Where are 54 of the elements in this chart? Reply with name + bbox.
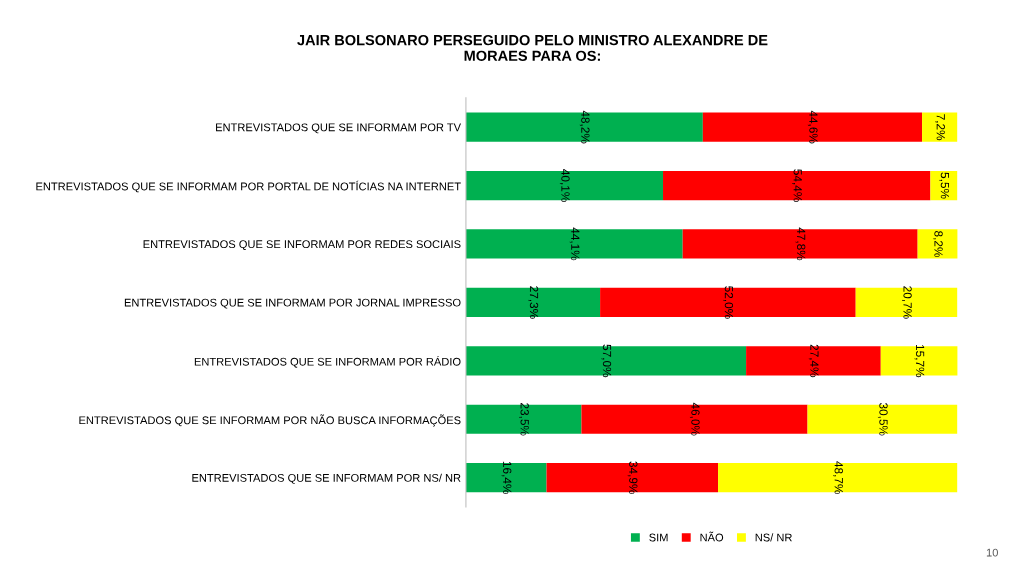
data-label: 8,2% (932, 231, 943, 258)
data-label: 44,6% (807, 110, 818, 144)
legend-label: SIM (649, 533, 668, 542)
data-label: 52,0% (723, 286, 734, 319)
bar (807, 404, 958, 434)
legend-label: NÃO (700, 531, 724, 542)
bar (702, 112, 923, 142)
bar (465, 229, 683, 259)
data-label: 16,4% (501, 461, 512, 494)
bar (880, 346, 958, 376)
data-label: 57,0% (601, 344, 612, 378)
legend-label: NS/ NR (755, 533, 792, 542)
y-tick-label: ENTREVISTADOS QUE SE INFORMAM POR NÃO BUSCA INFORMAÇÕES (79, 414, 461, 427)
bar (465, 404, 582, 434)
y-tick-label: ENTREVISTADOS QUE SE INFORMAM POR JORNAL IMPRESSO (124, 298, 461, 309)
chart-title: JAIR BOLSONARO PERSEGUIDO PELO MINISTRO ALEXANDRE DE MORAES PARA OS: (297, 34, 768, 61)
data-label: 40,1% (559, 169, 570, 202)
data-label: 7,2% (935, 114, 945, 141)
y-tick-label: ENTREVISTADOS QUE SE INFORMAM POR RÁDIO (194, 355, 461, 368)
bar (465, 112, 703, 142)
bar (465, 463, 547, 493)
data-label: 46,0% (689, 402, 700, 436)
bar (930, 170, 958, 201)
y-tick-label: ENTREVISTADOS QUE SE INFORMAM POR REDES SOCIAIS (143, 240, 461, 251)
bar (682, 229, 918, 259)
bar (600, 287, 856, 318)
bar (746, 346, 881, 376)
bar (546, 463, 719, 493)
bar (855, 287, 958, 318)
data-label: 44,1% (569, 227, 580, 261)
y-tick-label: ENTREVISTADOS QUE SE INFORMAM POR TV (216, 123, 462, 134)
data-label: 27,3% (528, 286, 539, 319)
bar (465, 287, 601, 318)
bar (465, 346, 747, 376)
y-tick-label: ENTREVISTADOS QUE SE INFORMAM POR PORTAL DE NOTÍCIAS NA INTERNET (36, 180, 461, 193)
data-label: 30,5% (877, 402, 888, 436)
bar (718, 463, 958, 493)
data-label: 48,7% (833, 461, 843, 494)
bar (581, 404, 808, 434)
data-label: 47,8% (795, 227, 806, 261)
data-label: 27,4% (808, 344, 819, 378)
y-tick-label: ENTREVISTADOS QUE SE INFORMAM POR NS/ NR (192, 473, 461, 484)
data-label: 20,7% (902, 286, 912, 319)
data-label: 15,7% (914, 344, 925, 378)
bar (917, 229, 958, 259)
bar (922, 112, 958, 142)
bar (663, 170, 931, 201)
data-label: 23,5% (519, 403, 529, 436)
data-label: 34,9% (627, 461, 638, 494)
data-label: 54,4% (792, 169, 802, 202)
data-label: 5,5% (939, 172, 950, 199)
bar (465, 170, 664, 201)
data-label: 48,2% (579, 110, 590, 144)
text: 10 (986, 548, 998, 557)
